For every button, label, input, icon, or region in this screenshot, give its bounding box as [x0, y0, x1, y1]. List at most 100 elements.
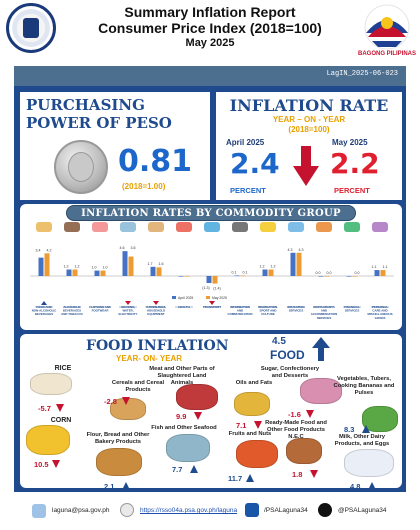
commodity-icon-2 [92, 222, 108, 232]
commodity-icon-12 [372, 222, 388, 232]
legend-swatch-1 [206, 296, 210, 299]
commodity-icon-9 [288, 222, 304, 232]
bar-april-8 [262, 269, 268, 276]
category-label-0-2: BEVERAGES [35, 312, 53, 316]
report-title-block: Summary Inflation Report Consumer Price … [60, 4, 360, 51]
food-item-image [234, 392, 270, 416]
food-inflation-subtitle: YEAR- ON- YEAR [116, 354, 183, 363]
label-april-9: 4.3 [288, 248, 293, 252]
commodity-icon-6 [204, 222, 220, 232]
label-may-8: 1.2 [271, 265, 276, 269]
psa-logo [6, 3, 56, 53]
arrow-up-icon [190, 465, 198, 473]
legend-label-1: May 2025 [212, 296, 227, 300]
category-label-10-1: AND [321, 309, 327, 313]
arrow-down-icon [194, 412, 202, 420]
ir-sub1: YEAR – ON - YEAR [272, 115, 346, 124]
food-item-image [236, 440, 278, 468]
food-item-label: Fish and Other Seafood [151, 425, 217, 431]
commodity-icon-3 [120, 222, 136, 232]
bar-may-5 [184, 276, 190, 277]
footer-email[interactable]: laguna@psa.gov.ph [52, 507, 110, 514]
food-item-value: 7.7 [172, 465, 183, 474]
prev-month-label: April 2025 [226, 138, 265, 147]
purchasing-power-value: 0.81 [118, 144, 193, 179]
footer-website[interactable]: https://rsso04a.psa.gov.ph/laguna [140, 507, 238, 514]
cur-month-unit: PERCENT [334, 186, 370, 195]
footer-facebook[interactable]: /PSALaguna34 [264, 507, 308, 514]
arrow-down-icon [306, 410, 314, 418]
label-april-2: 1.0 [92, 266, 97, 270]
food-item-value: 4.8 [350, 482, 361, 491]
bar-april-1 [66, 269, 72, 276]
category-label-3-2: ELECTRICITY [119, 312, 138, 316]
label-april-0: 3.4 [36, 248, 41, 252]
category-label-12-1: CARE AND [372, 309, 387, 313]
arrow-up-icon [368, 482, 376, 490]
label-april-10: 0.0 [316, 271, 321, 275]
commodity-icon-10 [316, 222, 332, 232]
bar-april-3 [122, 251, 128, 276]
category-label-3-1: WATER, [122, 309, 133, 313]
report-header [0, 0, 420, 62]
facebook-icon [245, 503, 259, 517]
food-item-label: CORN [50, 417, 72, 424]
food-item-image [26, 425, 70, 455]
category-label-11-1: SERVICES [345, 309, 360, 313]
food-item-value: 2.1 [104, 482, 115, 491]
label-may-10: 0.0 [327, 271, 332, 275]
bar-may-8 [268, 269, 274, 276]
bar-april-9 [290, 252, 296, 276]
food-item-label: Milk, Other Dairy Products, and Eggs [334, 434, 390, 447]
release-id-bar: LagIN_2025-06-023 [14, 66, 406, 86]
arrow-down-icon [122, 397, 130, 405]
legend-swatch-0 [172, 296, 176, 299]
arrow-up-icon-0 [41, 301, 47, 305]
bar-april-11 [346, 276, 352, 277]
commodity-section-title: INFLATION RATES BY COMMODITY GROUP [81, 208, 341, 219]
label-may-6: (1.4) [213, 287, 220, 291]
label-april-8: 1.2 [260, 265, 265, 269]
arrow-up-icon [122, 482, 130, 490]
purchasing-power-title: PURCHASING POWER OF PESO [26, 96, 206, 132]
label-may-0: 4.2 [47, 248, 52, 252]
category-label-4-2: EQUIPMENT [147, 312, 164, 316]
arrow-down-icon [310, 470, 318, 478]
food-item-image [96, 448, 142, 476]
label-april-12: 1.1 [372, 265, 377, 269]
commodity-icon-11 [344, 222, 360, 232]
food-item-label: Vegetables, Tubers, Cooking Bananas and … [333, 376, 395, 396]
food-item-label: Ready-Made Food and Other Food Products … [265, 420, 327, 440]
prev-month-rate: 2.4 [230, 147, 280, 180]
purchasing-power-base: (2018=1.00) [122, 182, 166, 191]
bar-april-10 [318, 276, 324, 277]
bar-may-2 [100, 270, 106, 276]
food-item-value: -5.7 [38, 404, 51, 413]
bar-may-6 [212, 276, 218, 284]
food-item-label: Sugar, Confectionery and Desserts [260, 366, 320, 379]
commodity-icon-0 [36, 222, 52, 232]
food-item-value: 9.9 [176, 412, 187, 421]
bar-may-7 [240, 275, 246, 277]
commodity-icon-7 [232, 222, 248, 232]
report-period: May 2025 [185, 37, 235, 49]
bagong-pilipinas-label: BAGONG PILIPINAS [357, 51, 416, 57]
bagong-pilipinas-logo [364, 4, 410, 50]
food-item-image [300, 378, 342, 404]
legend-label-0: April 2025 [178, 296, 193, 300]
bar-may-4 [156, 267, 162, 276]
label-may-11: 0.0 [355, 271, 360, 275]
arrow-down-icon-4 [153, 301, 159, 305]
footer-x[interactable]: @PSALaguna34 [338, 507, 387, 514]
website-icon [120, 503, 134, 517]
bar-may-1 [72, 269, 78, 276]
commodity-icon-4 [148, 222, 164, 232]
arrow-down-icon [56, 404, 64, 412]
prev-month-unit: PERCENT [230, 186, 266, 195]
category-label-0-1: NON-ALCOHOLIC [32, 309, 57, 313]
commodity-section-banner: INFLATION RATES BY COMMODITY GROUP [66, 205, 356, 221]
food-item-label: Oils and Fats [235, 380, 273, 386]
arrow-up-icon [246, 474, 254, 482]
bar-may-0 [44, 253, 50, 276]
